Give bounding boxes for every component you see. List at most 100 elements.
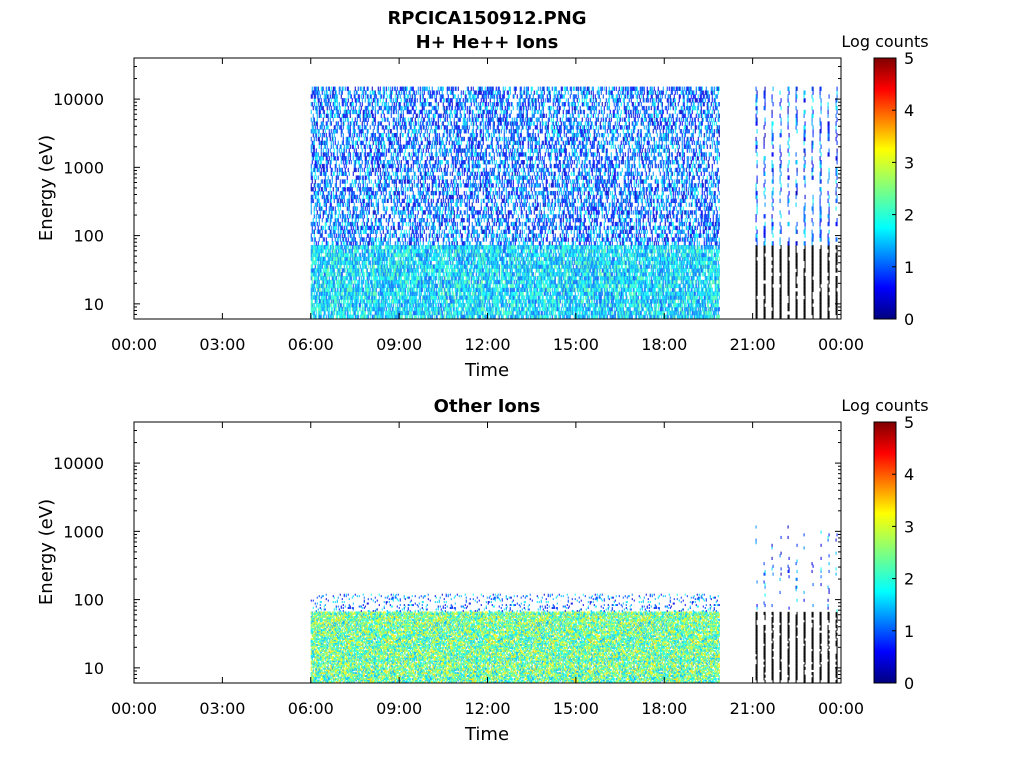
heatmap-cell — [316, 109, 318, 115]
heatmap-cell — [414, 102, 416, 107]
heatmap-cell — [433, 233, 435, 238]
heatmap-cell — [434, 113, 436, 118]
heatmap-cell — [383, 117, 385, 122]
heatmap-cell — [313, 167, 315, 173]
heatmap-cell — [383, 90, 385, 95]
heatmap-cell — [434, 190, 436, 196]
heatmap-cell — [392, 291, 394, 296]
heatmap-cell — [385, 105, 387, 111]
heatmap-cell — [443, 252, 445, 258]
heatmap-cell — [327, 256, 329, 262]
heatmap-cell — [315, 136, 317, 142]
heatmap-cell — [337, 268, 339, 273]
heatmap-cell — [437, 125, 439, 130]
heatmap-cell — [361, 310, 363, 316]
heatmap-cell — [338, 113, 340, 118]
heatmap-cell — [326, 291, 328, 296]
heatmap-cell — [382, 279, 384, 285]
heatmap-cell — [423, 268, 425, 273]
heatmap-cell — [402, 233, 404, 238]
heatmap-cell — [431, 86, 433, 91]
heatmap-cell — [314, 245, 316, 250]
heatmap-cell — [327, 225, 329, 231]
heatmap-cell — [365, 279, 367, 285]
heatmap-cell — [358, 268, 360, 273]
heatmap-cell — [432, 295, 434, 300]
heatmap-cell — [355, 275, 357, 281]
heatmap-cell — [317, 229, 319, 234]
heatmap-cell — [347, 256, 349, 262]
heatmap-cell — [325, 171, 327, 176]
heatmap-cell — [371, 229, 373, 234]
heatmap-cell — [372, 248, 374, 254]
heatmap-cell — [405, 140, 407, 146]
heatmap-cell — [413, 102, 415, 107]
heatmap-cell — [383, 187, 385, 192]
heatmap-cell — [393, 190, 395, 196]
heatmap-cell — [373, 90, 375, 95]
heatmap-cell — [345, 163, 347, 169]
heatmap-cell — [425, 171, 427, 176]
heatmap-cell — [390, 144, 392, 149]
heatmap-cell — [359, 109, 361, 115]
heatmap-cell — [372, 90, 374, 95]
heatmap-cell — [346, 295, 348, 300]
heatmap-cell — [360, 279, 362, 285]
heatmap-cell — [438, 275, 440, 281]
heatmap-cell — [330, 152, 332, 157]
heatmap-cell — [313, 210, 315, 215]
heatmap-cell — [310, 306, 312, 312]
heatmap-cell — [317, 306, 319, 312]
heatmap-cell — [339, 291, 341, 296]
heatmap-cell — [355, 287, 357, 292]
heatmap-cell — [444, 287, 446, 292]
heatmap-cell — [397, 94, 399, 99]
heatmap-cell — [410, 206, 412, 211]
heatmap-cell — [436, 152, 438, 157]
heatmap-cell — [412, 287, 414, 292]
heatmap-cell — [374, 217, 376, 223]
heatmap-cell — [419, 109, 421, 115]
heatmap-cell — [316, 90, 318, 95]
heatmap-cell — [325, 136, 327, 142]
heatmap-cell — [333, 303, 335, 308]
heatmap-cell — [345, 275, 347, 281]
heatmap-cell — [397, 190, 399, 196]
heatmap-cell — [334, 136, 336, 142]
heatmap-cell — [438, 272, 440, 277]
heatmap-cell — [346, 179, 348, 184]
heatmap-cell — [427, 295, 429, 300]
heatmap-cell — [330, 206, 332, 211]
heatmap-cell — [324, 129, 326, 134]
heatmap-cell — [336, 260, 338, 265]
heatmap-cell — [341, 237, 343, 242]
heatmap-cell — [338, 90, 340, 95]
heatmap-cell — [418, 256, 420, 262]
heatmap-cell — [319, 125, 321, 130]
heatmap-cell — [403, 94, 405, 99]
heatmap-cell — [325, 156, 327, 161]
heatmap-cell — [391, 279, 393, 285]
heatmap-cell — [378, 187, 380, 192]
heatmap-cell — [366, 113, 368, 118]
heatmap-cell — [406, 275, 408, 281]
heatmap-cell — [365, 256, 367, 262]
heatmap-cell — [360, 86, 362, 91]
heatmap-cell — [364, 98, 366, 103]
heatmap-cell — [375, 268, 377, 273]
heatmap-cell — [368, 272, 370, 277]
heatmap-cell — [323, 187, 325, 192]
heatmap-cell — [418, 109, 420, 115]
heatmap-cell — [373, 260, 375, 265]
heatmap-cell — [405, 245, 407, 250]
heatmap-cell — [339, 190, 341, 196]
heatmap-cell — [380, 275, 382, 281]
heatmap-cell — [338, 283, 340, 289]
heatmap-cell — [338, 299, 340, 304]
heatmap-cell — [403, 210, 405, 215]
heatmap-cell — [387, 295, 389, 300]
heatmap-cell — [436, 125, 438, 130]
heatmap-cell — [347, 268, 349, 273]
heatmap-cell — [328, 86, 330, 91]
heatmap-cell — [392, 279, 394, 285]
